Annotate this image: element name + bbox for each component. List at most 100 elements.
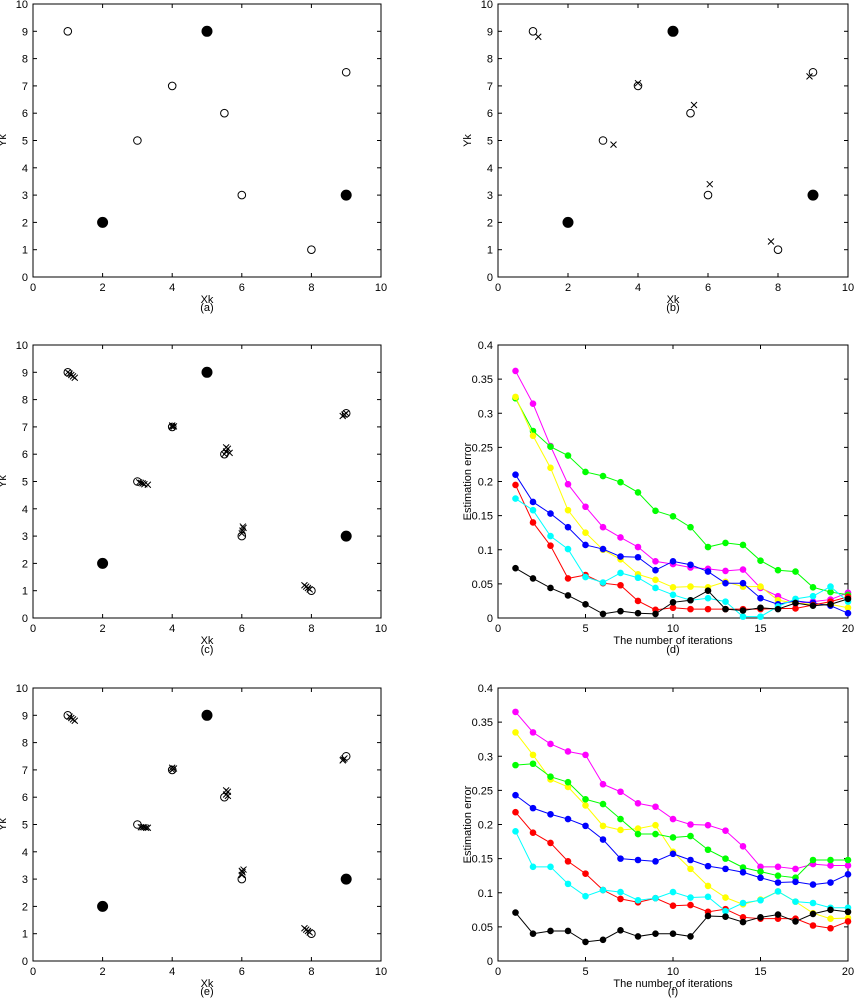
series-point [564,927,572,935]
series-point [529,729,537,736]
unknown-node-marker [307,245,316,254]
series-point [582,468,589,476]
series-point [599,545,607,553]
estimate-cross-marker [238,867,246,875]
unknown-node-marker [237,874,247,884]
panel-caption: (a) [200,302,213,314]
series-point [774,911,782,918]
y-tick-label: 2 [22,901,28,913]
series-point [739,566,747,573]
series-point [652,610,659,618]
series-point [634,800,642,807]
series-point [687,583,694,590]
series-point [844,609,852,617]
series-point [827,583,834,590]
anchor-node-marker [667,25,679,37]
x-tick-label: 6 [239,623,245,635]
series-point [529,400,537,407]
estimate-cross-marker [534,33,542,41]
series-point [809,856,817,864]
unknown-node-marker [63,368,73,377]
series-point [582,503,589,511]
y-axis-label: Estimation error [462,442,474,520]
x-tick-label: 2 [100,966,106,978]
y-tick-label: 6 [22,792,28,804]
unknown-node-marker [167,765,177,775]
series-point [722,865,729,873]
estimate-cross-marker [806,72,813,80]
series-point [529,751,537,759]
series-point [827,906,834,914]
plot-frame [497,344,849,619]
series-point [512,495,519,502]
series-point [809,922,817,929]
y-axis-label: Yk [462,134,474,147]
series-point [582,892,589,900]
series-point [547,510,554,517]
y-tick-label: 0 [22,613,28,625]
y-tick-label: 0.1 [478,545,493,557]
series-point [774,879,782,886]
series-point [827,924,834,932]
x-tick-label: 2 [565,282,571,294]
panel-caption: (b) [666,302,679,314]
series-point [704,543,712,551]
series-point [792,918,799,925]
series-point [809,583,817,591]
series-point [757,896,764,904]
unknown-node-marker [703,190,713,200]
series-point [687,933,694,940]
anchor-node-marker [562,216,574,228]
y-tick-label: 10 [481,0,493,11]
x-tick-label: 0 [30,623,36,635]
series-point [704,912,712,920]
x-tick-label: 0 [495,282,501,294]
unknown-node-marker [808,67,818,77]
unknown-node-marker [341,751,351,761]
series-point [564,575,572,582]
series-point [582,802,589,809]
series-point [547,443,554,450]
y-tick-label: 0.35 [472,717,493,729]
series-point [564,858,572,865]
y-axis-label: Yk [0,134,9,147]
y-tick-label: 10 [16,683,28,695]
series-point [617,926,624,934]
x-axis-label: Xk [667,294,680,306]
estimate-cross-marker [226,449,233,457]
series-point [704,846,712,854]
y-tick-label: 0.35 [472,374,493,386]
series-point [564,506,572,514]
series-point [599,886,607,894]
unknown-node-marker [686,108,695,118]
y-tick-label: 0.05 [472,579,493,591]
series-point [512,808,519,816]
unknown-node-marker [237,531,247,541]
series-point [792,599,799,607]
y-tick-label: 0.2 [478,820,493,832]
series-point [669,604,677,612]
x-tick-label: 0 [495,623,501,635]
y-tick-label: 1 [22,586,28,598]
series-point [582,529,589,536]
y-tick-label: 5 [22,820,28,832]
series-point [757,914,764,921]
series-point [739,868,747,876]
series-point [844,604,852,612]
x-tick-label: 0 [495,966,501,978]
panel-caption: (d) [666,644,679,656]
series-point [582,795,589,803]
y-tick-label: 6 [22,449,28,461]
x-tick-label: 20 [842,966,854,978]
series-point [757,583,764,590]
series-point [634,597,642,605]
series-point [739,843,747,850]
series-point [529,863,537,871]
chart-panel-b: 0 2 4 6 8 10 0 1 2 3 4 5 6 7 8 9 10 Xk Yk (b) [462,0,854,314]
x-tick-label: 15 [754,966,766,978]
y-tick-label: 0.3 [478,408,493,420]
series-point [844,856,852,864]
series-point [529,804,537,812]
anchor-node-marker [97,900,109,912]
series-point [652,584,659,592]
